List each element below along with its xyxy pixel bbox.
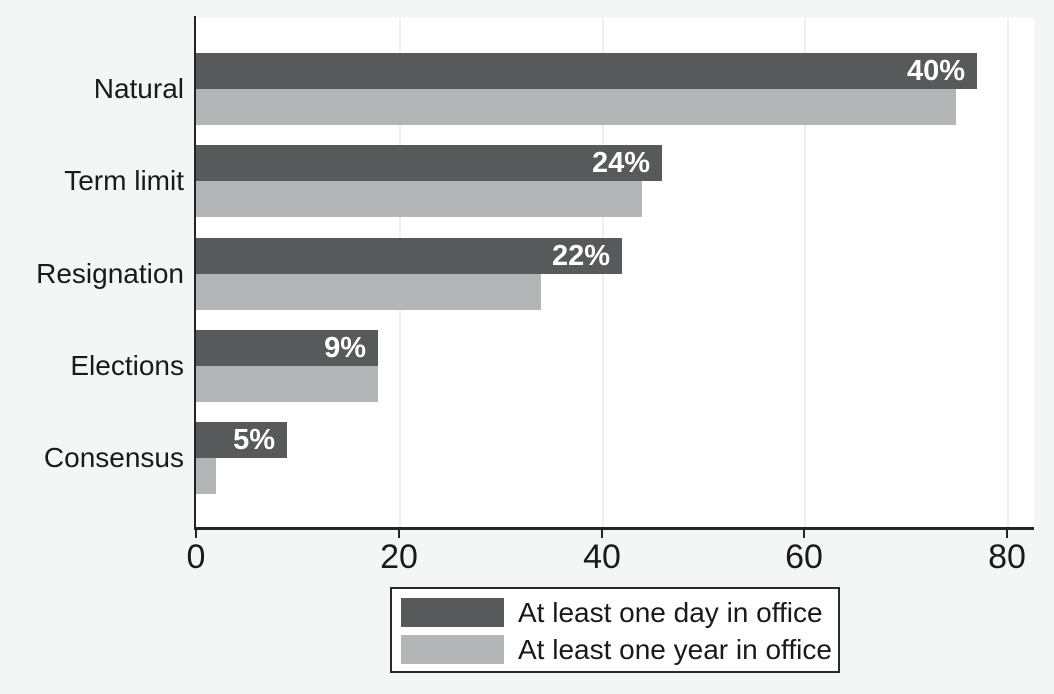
bar-value-label: 24% <box>591 147 650 179</box>
x-tick-mark-60 <box>803 530 805 538</box>
bar-dark-consensus: 5% <box>196 422 287 458</box>
category-label-term-limit: Term limit <box>64 165 184 196</box>
category-label-resignation: Resignation <box>36 258 184 289</box>
legend-row-day: At least one day in office <box>401 596 838 628</box>
x-axis-line <box>194 527 1034 530</box>
gridline-x-60 <box>804 18 806 527</box>
legend-row-year: At least one year in office <box>401 633 838 665</box>
x-tick-label-20: 20 <box>380 538 418 576</box>
x-tick-mark-20 <box>398 530 400 538</box>
bar-light-elections <box>196 366 378 402</box>
bar-dark-term-limit: 24% <box>196 145 662 181</box>
bar-light-term-limit <box>196 181 642 217</box>
category-label-consensus: Consensus <box>43 442 184 473</box>
bar-value-label: 40% <box>906 55 965 87</box>
legend-swatch-light <box>401 635 504 664</box>
legend-label: At least one day in office <box>518 596 823 628</box>
bar-dark-natural: 40% <box>196 53 977 89</box>
bar-value-label: 5% <box>233 424 275 456</box>
x-tick-label-80: 80 <box>988 538 1026 576</box>
x-tick-mark-0 <box>195 530 197 538</box>
legend: At least one day in office At least one y… <box>390 587 840 673</box>
bar-light-resignation <box>196 274 541 310</box>
bar-dark-resignation: 22% <box>196 238 622 274</box>
bar-light-natural <box>196 89 956 125</box>
x-tick-mark-80 <box>1006 530 1008 538</box>
legend-swatch-dark <box>401 598 504 627</box>
plot-area: 40% 24% 22% 9% 5% <box>196 18 1034 527</box>
x-tick-label-0: 0 <box>186 538 206 576</box>
category-label-elections: Elections <box>70 350 184 381</box>
bar-value-label: 9% <box>324 332 366 364</box>
category-label-natural: Natural <box>93 73 184 104</box>
x-tick-label-40: 40 <box>583 538 621 576</box>
x-tick-mark-40 <box>601 530 603 538</box>
bar-light-consensus <box>196 458 216 494</box>
gridline-x-80 <box>1007 18 1009 527</box>
bar-dark-elections: 9% <box>196 330 378 366</box>
x-tick-label-60: 60 <box>785 538 823 576</box>
legend-label: At least one year in office <box>518 633 832 665</box>
y-axis-line <box>194 16 196 527</box>
bar-value-label: 22% <box>551 240 610 272</box>
